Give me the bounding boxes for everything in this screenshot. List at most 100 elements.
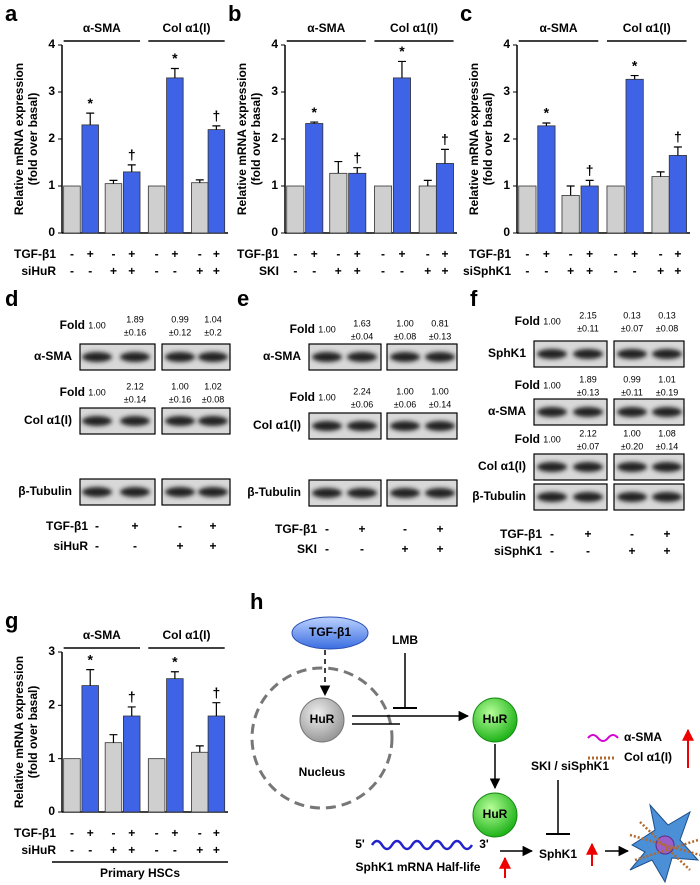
fold-sd: ±0.13 — [429, 331, 451, 341]
group-label: α-SMA — [539, 21, 577, 35]
bar — [286, 185, 305, 234]
treatment-label: TGF-β1 — [237, 247, 279, 261]
treatment-sign: - — [400, 264, 404, 278]
group-label: Col α1(I) — [390, 21, 438, 35]
treatment-sign: + — [586, 247, 593, 261]
kinase-label: SphK1 — [539, 847, 577, 861]
hur-cytoplasmic — [472, 697, 518, 743]
fold-mean: 1.00 — [396, 386, 414, 396]
fold-mean: 2.15 — [579, 310, 597, 320]
treatment-sign: - — [633, 264, 637, 278]
band — [165, 352, 195, 362]
treatment-sign: + — [586, 264, 593, 278]
treatment-sign: + — [171, 826, 178, 840]
fold-sd: ±0.12 — [169, 327, 191, 337]
treatment-sign: + — [631, 247, 638, 261]
band — [537, 492, 567, 502]
error-bar — [334, 160, 343, 174]
treatment-sign: - — [198, 826, 202, 840]
treatment-sign: + — [674, 264, 681, 278]
inhibitor-label: SKI / siSphK1 — [531, 759, 609, 773]
group-label: α-SMA — [307, 21, 345, 35]
ligand-shape — [291, 616, 369, 650]
y-tick-label: 1 — [48, 178, 55, 192]
hur-bound — [472, 792, 518, 838]
treatment-sign: - — [586, 544, 590, 558]
treatment-sign: - — [70, 264, 74, 278]
band — [652, 407, 682, 417]
treatment-sign: - — [325, 542, 329, 556]
panel-letter: e — [237, 286, 249, 311]
y-tick-label: 1 — [48, 751, 55, 765]
bar — [123, 715, 141, 813]
band — [617, 407, 647, 417]
band — [198, 352, 228, 362]
fold-sd: ±0.08 — [202, 394, 224, 404]
treatment-sign: + — [674, 247, 681, 261]
error-bar — [195, 745, 204, 753]
band-label: α-SMA — [488, 404, 526, 418]
significance-mark: † — [441, 131, 449, 147]
nucleus-outline — [250, 666, 394, 810]
treatment-sign: - — [173, 843, 177, 857]
treatment-sign: - — [360, 542, 364, 556]
bar — [63, 185, 81, 234]
bar — [348, 172, 367, 234]
marker-wave — [587, 734, 619, 742]
treatment-label: TGF-β1 — [500, 527, 542, 541]
fold-mean: 1.04 — [204, 314, 222, 324]
treatment-sign: + — [87, 247, 94, 261]
bar — [392, 77, 411, 234]
fold-sd: ±0.14 — [429, 399, 451, 409]
band-label: Col α1(I) — [478, 459, 526, 473]
fold-mean: 1.00 — [88, 387, 106, 397]
y-tick-label: 0 — [271, 225, 278, 239]
treatment-sign: + — [213, 264, 220, 278]
treatment-sign: + — [543, 247, 550, 261]
lmb-label: LMB — [392, 633, 418, 647]
band-label: α-SMA — [34, 349, 72, 363]
treatment-sign: - — [173, 264, 177, 278]
group-label: Col α1(I) — [162, 628, 210, 642]
y-tick-label: 0 — [48, 225, 55, 239]
band — [312, 352, 342, 362]
treatment-sign: + — [441, 264, 448, 278]
y-axis-label: (fold over basal) — [26, 93, 40, 186]
band — [198, 487, 228, 497]
bar — [166, 77, 184, 234]
error-bar — [195, 179, 204, 183]
fold-mean: 1.01 — [658, 374, 676, 384]
band — [165, 487, 195, 497]
treatment-sign: - — [426, 247, 430, 261]
bar — [418, 185, 437, 234]
treatment-sign: - — [336, 247, 340, 261]
fold-sd: ±0.16 — [169, 394, 191, 404]
error-bar — [109, 734, 118, 743]
bar — [147, 758, 166, 813]
marker-label: α-SMA — [624, 730, 662, 744]
treatment-sign: + — [213, 247, 220, 261]
band — [652, 492, 682, 502]
fold-sd: ±0.06 — [394, 399, 416, 409]
y-axis-label: Relative mRNA expression — [467, 63, 481, 215]
band-label: α-SMA — [263, 349, 301, 363]
y-tick-label: 2 — [503, 131, 510, 145]
band — [617, 349, 647, 359]
treatment-label: TGF-β1 — [469, 247, 511, 261]
error-bar — [127, 706, 136, 716]
treatment-sign: - — [155, 264, 159, 278]
bar — [606, 185, 625, 234]
treatment-sign: - — [178, 519, 182, 533]
error-bar — [423, 179, 432, 186]
significance-mark: † — [212, 684, 220, 700]
treatment-sign: - — [88, 843, 92, 857]
band — [120, 416, 150, 426]
significance-mark: † — [353, 149, 361, 165]
fold-sd: ±0.20 — [621, 441, 643, 451]
fold-sd: ±0.07 — [621, 323, 643, 333]
band — [165, 416, 195, 426]
significance-mark: * — [399, 43, 405, 59]
treatment-sign: + — [128, 843, 135, 857]
treatment-label: TGF-β1 — [14, 247, 56, 261]
fold-sd: ±0.04 — [351, 331, 373, 341]
